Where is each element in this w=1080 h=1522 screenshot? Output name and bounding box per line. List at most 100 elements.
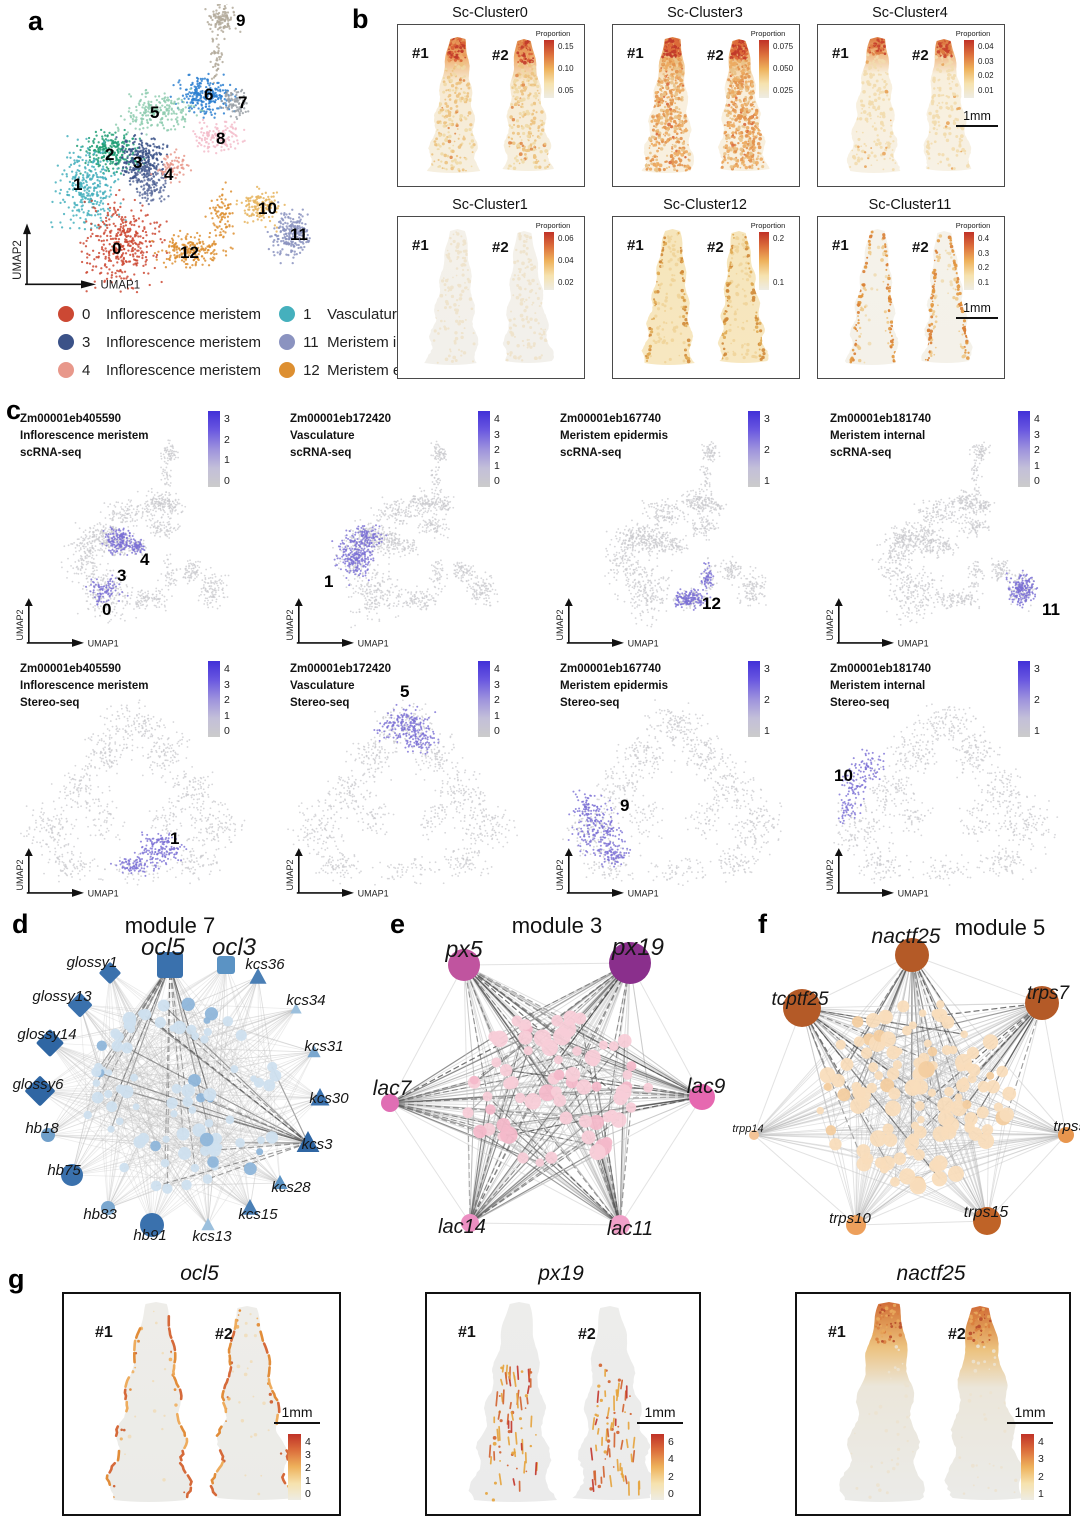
network-node	[243, 1162, 257, 1176]
network-node	[469, 1075, 479, 1085]
hub-node-trps5	[1058, 1127, 1074, 1143]
network-node	[256, 1148, 264, 1156]
hub-label-glossy13: glossy13	[32, 988, 92, 1005]
legend-cluster-name: Inflorescence meristem	[106, 361, 262, 379]
legend-color-dot	[58, 362, 74, 378]
network-node	[883, 1133, 898, 1147]
network-cloud-nodes	[83, 997, 282, 1194]
gene-gene-label: Zm00001eb167740	[560, 413, 662, 425]
network-node	[626, 1061, 637, 1072]
legend-item: 1 Vasculature	[279, 300, 458, 328]
colorbar: 0.075 0.050 0.025	[759, 40, 803, 98]
network-node	[559, 1111, 573, 1125]
panel-d-network-module7: d module 7 ocl5 ocl3 glossy1 glossy13 glossy…	[0, 905, 372, 1262]
network-node	[941, 1045, 952, 1056]
network-node	[553, 1094, 567, 1107]
colorbar-tick: 6	[668, 1436, 674, 1448]
hub-node-lac11	[610, 1215, 630, 1235]
hub-node-trps7	[1025, 986, 1059, 1020]
spatial-plot-box: #1 #2 Proportion 0.04 0.03 0.02 0.01 1mm	[817, 24, 1005, 187]
colorbar-tick: 0.1	[978, 278, 990, 287]
colorbar-gradient	[544, 40, 554, 98]
gene-umap-canvas	[10, 405, 270, 655]
network-node	[884, 1100, 901, 1117]
network-node	[835, 1039, 846, 1050]
network-node	[908, 1133, 920, 1145]
network-node	[608, 1041, 619, 1052]
network-svg: px5 px19 lac7 lac9 lac14 lac11	[373, 934, 726, 1240]
network-node	[902, 1025, 912, 1036]
network-node	[572, 1046, 582, 1056]
network-node	[200, 1035, 209, 1044]
legend-cluster-number: 4	[82, 361, 91, 379]
network-node	[106, 1101, 118, 1113]
panel-letter-g: g	[8, 1264, 25, 1294]
network-cloud-nodes	[462, 1010, 654, 1167]
hub-label-kcs3: kcs3	[302, 1136, 334, 1153]
cluster-legend: 0 Inflorescence meristem 3 Inflorescence me…	[58, 300, 458, 384]
network-node	[588, 1114, 604, 1131]
colorbar-gradient	[1021, 1434, 1034, 1500]
legend-column: 0 Inflorescence meristem 3 Inflorescence me…	[58, 300, 261, 384]
colorbar-tick: 0	[668, 1488, 674, 1500]
network-node	[559, 1020, 577, 1038]
colorbar-tick: 1	[224, 709, 230, 722]
colorbar-tick: 0	[1034, 475, 1040, 487]
gene-spatial-canvas	[427, 1294, 695, 1510]
network-node	[825, 1125, 837, 1136]
gene-spatial-box: #1 #2 1mm 4 3 2 1 0	[62, 1292, 341, 1516]
network-node	[576, 1079, 592, 1095]
network-node	[967, 1073, 977, 1084]
cluster-number-label: 11	[290, 225, 308, 244]
network-node	[908, 1021, 917, 1030]
cluster-number-label: 1	[324, 572, 334, 591]
network-node	[202, 1174, 213, 1184]
hub-node-lac9	[689, 1084, 715, 1110]
hub-label-trps15: trps15	[964, 1204, 1009, 1221]
axis-label-x: UMAP1	[898, 638, 929, 648]
sample-label-1: #1	[412, 237, 429, 254]
colorbar-tick: 4	[1038, 1436, 1044, 1448]
network-node	[96, 1040, 108, 1051]
colorbar-tick: 0	[494, 725, 500, 737]
network-node	[927, 1088, 937, 1097]
colorbar-tick: 1	[764, 475, 770, 487]
gene-celltype-label: Meristem epidermis	[560, 430, 669, 442]
legend-item: 3 Inflorescence meristem	[58, 328, 261, 356]
network-node	[257, 1136, 265, 1145]
spatial-plot-box: #1 #2 Proportion 0.4 0.3 0.2 0.1 1mm	[817, 216, 1005, 379]
colorbar-tick: 3	[494, 428, 500, 441]
sc-cluster-title: Sc-Cluster11	[868, 197, 952, 213]
sample-label-1: #1	[627, 237, 644, 254]
hub-label-lac9: lac9	[687, 1075, 726, 1098]
network-node	[909, 1085, 918, 1094]
network-node	[225, 1115, 235, 1124]
umap-axis: UMAP1 UMAP2	[282, 847, 402, 903]
network-node	[235, 1029, 247, 1041]
axis-label-x: UMAP1	[88, 638, 119, 648]
network-node	[235, 1138, 245, 1148]
network-node	[840, 1057, 854, 1071]
hub-node-ocl5	[157, 952, 183, 978]
gene-spatial-box: #1 #2 1mm 6 4 2 0	[425, 1292, 701, 1516]
gene-celltype-label: Inflorescence meristem	[20, 680, 149, 692]
axis-label-x: UMAP1	[101, 280, 141, 292]
umap-axis-arrows: UMAP1 UMAP2	[285, 848, 389, 898]
gene-celltype-label: Vasculature	[290, 680, 355, 692]
spatial-plot-box: #1 #2 Proportion 0.15 0.10 0.05	[397, 24, 585, 187]
network-node	[986, 1080, 1000, 1094]
gene-umap-cell: Zm00001eb167740 Meristem epidermis Stereo-…	[550, 655, 810, 905]
network-node	[491, 1057, 502, 1068]
colorbar-tick: 3	[764, 413, 770, 425]
hub-node-px5	[448, 949, 480, 981]
network-node	[115, 1117, 124, 1126]
cluster-number-label: 11	[1042, 600, 1060, 619]
network-node	[874, 1157, 887, 1169]
colorbar-gradient	[748, 411, 760, 487]
colorbar-tick: 1	[1034, 725, 1040, 737]
network-node	[186, 1024, 197, 1035]
network-node	[523, 1046, 533, 1056]
network-node	[999, 1107, 1014, 1122]
legend-item: 4 Inflorescence meristem	[58, 356, 261, 384]
